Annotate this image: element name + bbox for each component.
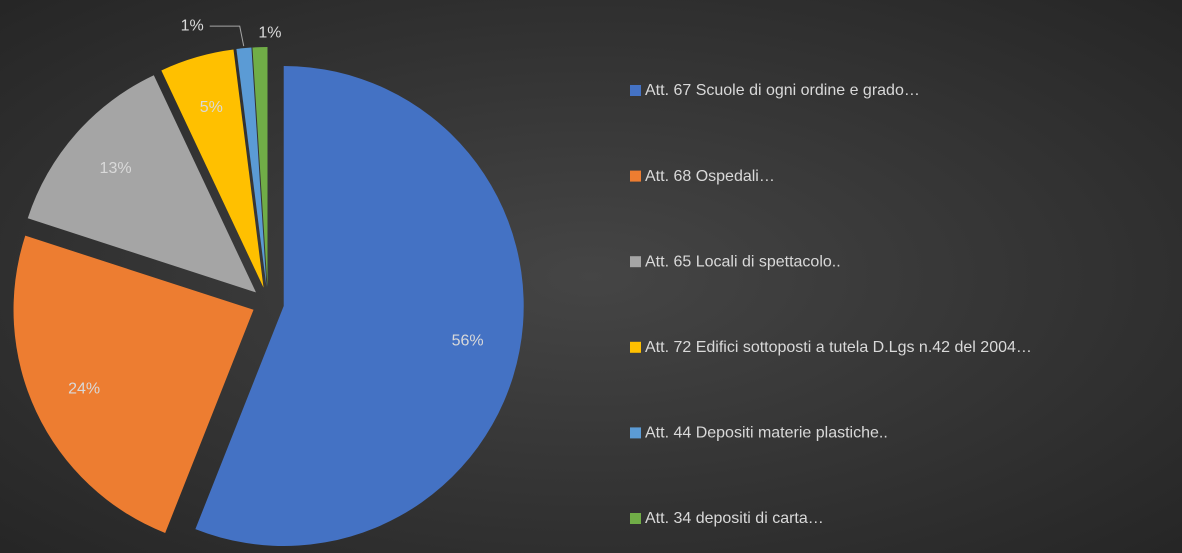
data-label: 13% xyxy=(100,160,132,177)
legend-swatch xyxy=(630,427,641,439)
data-label: 5% xyxy=(200,99,223,116)
data-label: 1% xyxy=(181,17,204,34)
data-label: 1% xyxy=(258,24,281,41)
legend-label: Att. 67 Scuole di ogni ordine e grado… xyxy=(645,82,920,99)
legend-label: Att. 34 depositi di carta… xyxy=(645,510,824,527)
pie-slice xyxy=(195,65,524,546)
data-label: 56% xyxy=(452,332,484,349)
pie-slice xyxy=(13,235,254,533)
pie-slice xyxy=(236,47,267,288)
legend-swatch xyxy=(630,170,641,182)
leader-line xyxy=(209,25,245,47)
legend-label: Att. 65 Locali di spettacolo.. xyxy=(645,253,841,270)
legend-label: Att. 68 Ospedali… xyxy=(645,168,775,185)
pie-slice xyxy=(252,47,268,288)
data-label: 24% xyxy=(68,381,100,398)
legend-swatch xyxy=(630,85,641,96)
legend-swatch xyxy=(630,513,641,524)
pie-slice xyxy=(161,49,264,288)
legend-label: Att. 72 Edifici sottoposti a tutela D.Lg… xyxy=(645,339,1032,356)
legend-swatch xyxy=(630,341,641,353)
legend-label: Att. 44 Depositi materie plastiche.. xyxy=(645,425,888,442)
legend-swatch xyxy=(630,256,641,268)
pie-slice xyxy=(27,75,256,293)
